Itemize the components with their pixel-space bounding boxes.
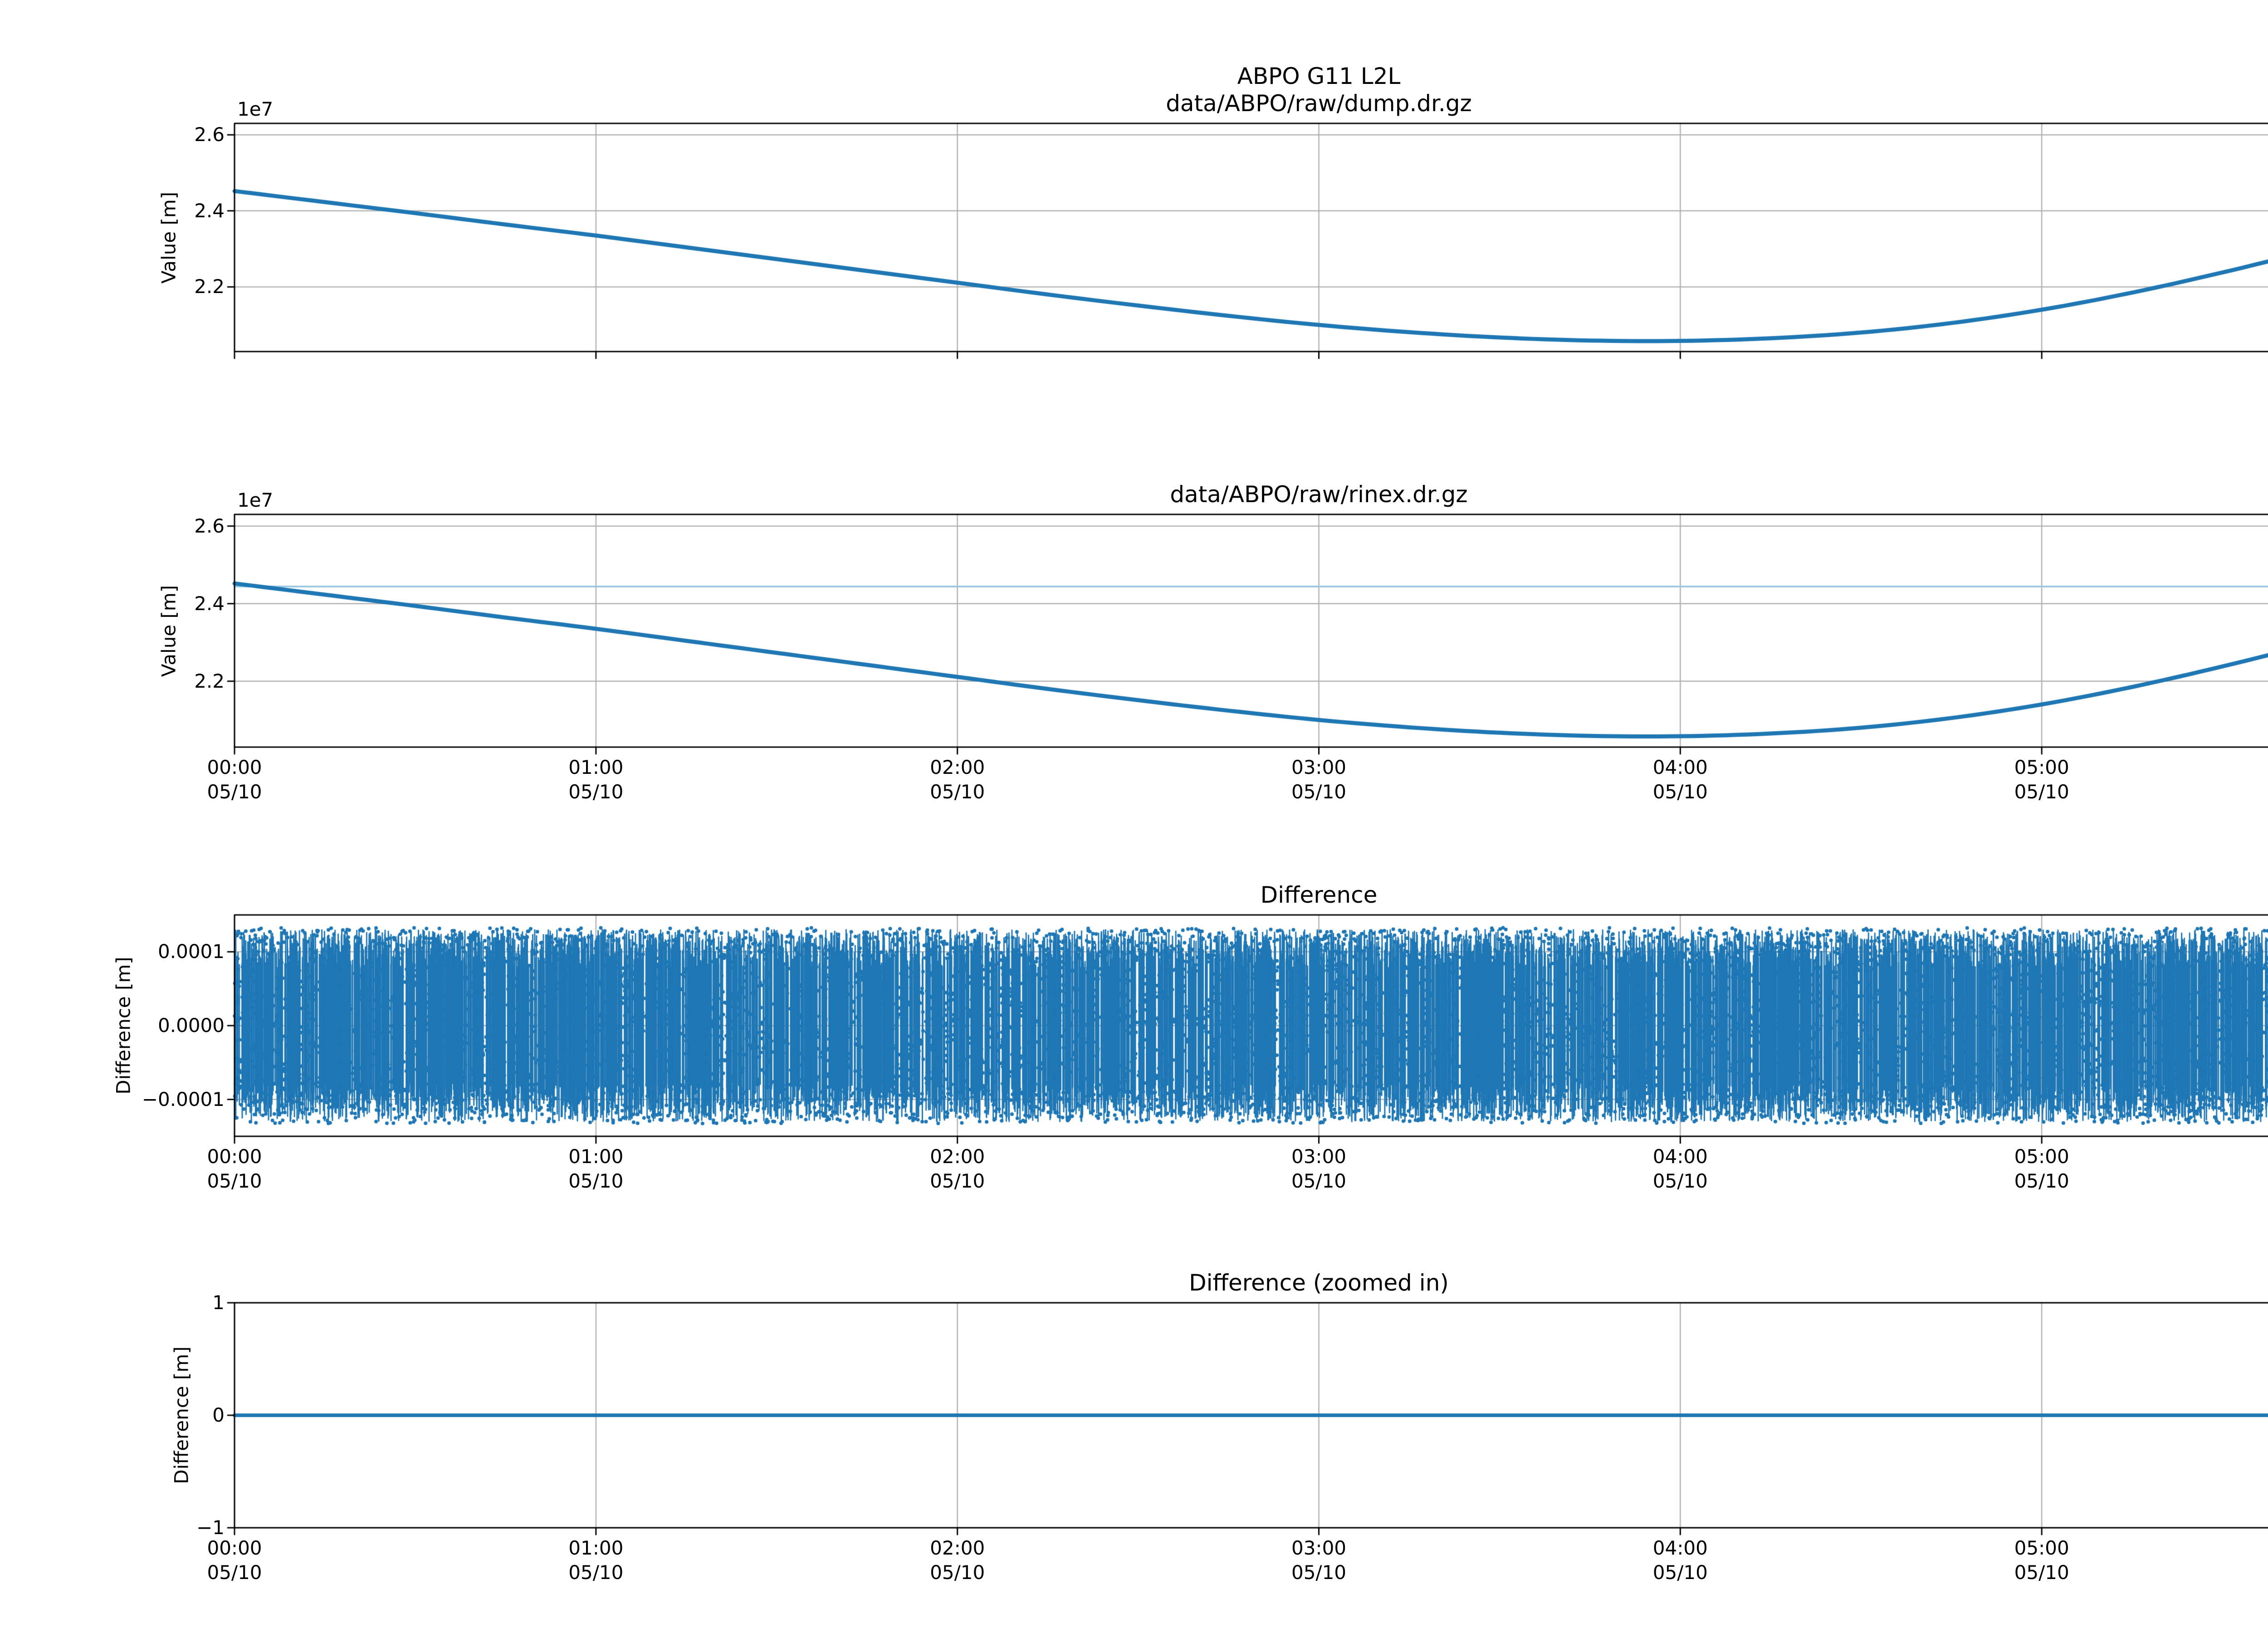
x-tick-line: 05/10 [2014,781,2069,803]
x-tick-line: 05/10 [2014,1170,2069,1192]
chart-title-line: Difference (zoomed in) [1189,1270,1449,1296]
y-tick-label: 2.6 [194,123,225,146]
x-tick-line: 01:00 [568,1145,624,1168]
x-tick-label: 03:00 05/10 [1291,1144,1346,1193]
x-tick-label: 03:00 05/10 [1291,1536,1346,1585]
x-tick-line: 05/10 [207,781,262,803]
y-tick-label: 2.6 [194,514,225,537]
axis-offset-text: 1e7 [237,98,274,120]
x-tick-label: 01:00 05/10 [568,755,623,804]
x-tick-label: 00:00 05/10 [207,1536,262,1585]
y-tick-label: 0 [212,1404,225,1426]
axis-offset-text: 1e7 [237,489,274,511]
x-tick-label: 02:00 05/10 [930,755,985,804]
x-tick-label: 03:00 05/10 [1291,755,1346,804]
x-tick-line: 02:00 [930,1537,985,1559]
chart-title-line: data/ABPO/raw/dump.dr.gz [1166,90,1472,117]
x-tick-label: 05:00 05/10 [2014,1144,2069,1193]
x-tick-label: 05:00 05/10 [2014,755,2069,804]
y-tick-label: 0.0000 [158,1014,225,1037]
y-tick-label: 2.2 [194,275,225,298]
x-tick-line: 00:00 [207,1537,262,1559]
chart-title: Difference (zoomed in) [235,1269,2268,1296]
x-tick-line: 05/10 [207,1170,262,1192]
x-tick-line: 04:00 [1652,756,1708,778]
x-tick-line: 01:00 [568,1537,624,1559]
x-tick-line: 04:00 [1652,1145,1708,1168]
y-tick-label: −1 [196,1516,225,1539]
x-tick-line: 05/10 [1291,781,1347,803]
x-tick-label: 04:00 05/10 [1653,1144,1708,1193]
y-tick-label: −0.0001 [142,1088,225,1110]
x-tick-line: 02:00 [930,1145,985,1168]
chart-title: Difference [235,881,2268,909]
x-tick-line: 05/10 [1652,781,1708,803]
x-tick-line: 05/10 [930,1561,985,1584]
x-tick-line: 05/10 [930,1170,985,1192]
x-tick-line: 05/10 [1652,1170,1708,1192]
y-tick-label: 0.0001 [158,940,225,963]
x-tick-line: 03:00 [1291,756,1347,778]
x-tick-line: 05:00 [2014,1537,2069,1559]
y-tick-label: 2.4 [194,592,225,615]
x-tick-label: 02:00 05/10 [930,1536,985,1585]
x-tick-line: 02:00 [930,756,985,778]
x-tick-line: 04:00 [1652,1537,1708,1559]
x-tick-label: 02:00 05/10 [930,1144,985,1193]
x-tick-line: 05/10 [930,781,985,803]
x-tick-line: 05/10 [1291,1561,1347,1584]
x-tick-line: 05/10 [2014,1561,2069,1584]
x-tick-line: 03:00 [1291,1537,1347,1559]
chart-title-line: ABPO G11 L2L [1237,63,1401,89]
x-tick-line: 05/10 [568,781,624,803]
y-tick-label: 2.2 [194,670,225,692]
x-tick-label: 01:00 05/10 [568,1536,623,1585]
x-tick-line: 05/10 [207,1561,262,1584]
chart-title: ABPO G11 L2L data/ABPO/raw/dump.dr.gz [235,63,2268,117]
x-tick-line: 05/10 [1291,1170,1347,1192]
x-tick-line: 05:00 [2014,756,2069,778]
x-tick-label: 00:00 05/10 [207,755,262,804]
x-tick-line: 00:00 [207,756,262,778]
x-tick-line: 01:00 [568,756,624,778]
x-tick-line: 03:00 [1291,1145,1347,1168]
x-tick-line: 00:00 [207,1145,262,1168]
x-tick-line: 05/10 [568,1170,624,1192]
y-tick-label: 1 [212,1291,225,1314]
y-tick-label: 2.4 [194,199,225,222]
chart-title-line: Difference [1260,882,1378,908]
x-tick-label: 00:00 05/10 [207,1144,262,1193]
x-tick-label: 05:00 05/10 [2014,1536,2069,1585]
chart-title-line: data/ABPO/raw/rinex.dr.gz [1170,481,1468,508]
x-tick-label: 04:00 05/10 [1653,755,1708,804]
x-tick-label: 04:00 05/10 [1653,1536,1708,1585]
chart-title: data/ABPO/raw/rinex.dr.gz [235,481,2268,508]
x-tick-line: 05/10 [568,1561,624,1584]
x-tick-label: 01:00 05/10 [568,1144,623,1193]
x-tick-line: 05:00 [2014,1145,2069,1168]
x-tick-line: 05/10 [1652,1561,1708,1584]
